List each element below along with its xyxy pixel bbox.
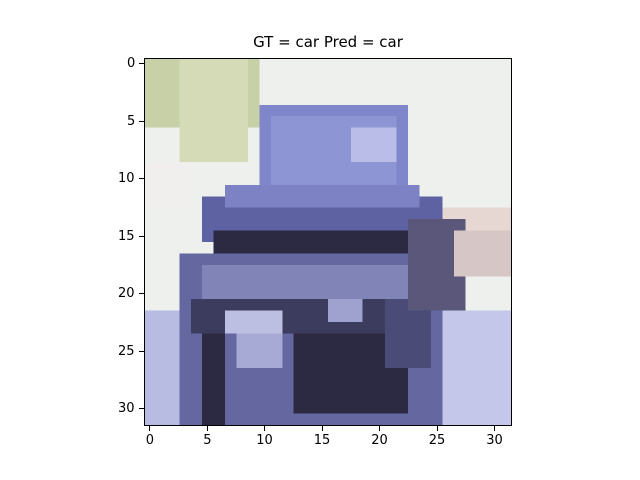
car-window-highlight xyxy=(350,127,397,162)
y-tick xyxy=(139,178,144,180)
y-tick xyxy=(139,408,144,410)
x-tick xyxy=(436,426,438,431)
x-tick-label: 0 xyxy=(145,433,155,448)
car-shadow xyxy=(202,333,226,425)
car-highlight xyxy=(225,310,283,334)
y-tick-label: 15 xyxy=(118,228,135,244)
x-tick xyxy=(149,426,151,431)
car-grille xyxy=(213,230,431,254)
y-tick-label: 0 xyxy=(127,56,136,72)
y-tick xyxy=(139,235,144,237)
y-tick xyxy=(139,63,144,65)
x-tick-label: 15 xyxy=(313,433,331,448)
car-hood xyxy=(225,184,420,208)
pixel-image xyxy=(145,59,511,425)
background-object xyxy=(453,230,511,277)
x-tick xyxy=(379,426,381,431)
x-tick xyxy=(206,426,208,431)
x-tick-label: 10 xyxy=(256,433,273,448)
y-tick-label: 5 xyxy=(127,113,136,129)
car-bumper xyxy=(202,264,420,300)
car-highlight xyxy=(236,333,283,368)
y-tick-label: 20 xyxy=(118,286,135,302)
x-tick-label: 30 xyxy=(486,433,503,448)
y-tick-label: 30 xyxy=(118,401,135,417)
x-tick-label: 5 xyxy=(203,433,212,448)
image-axes xyxy=(144,58,512,426)
background-patch xyxy=(145,161,191,208)
x-tick-label: 20 xyxy=(371,433,388,448)
y-tick xyxy=(139,293,144,295)
car-highlight xyxy=(328,299,363,323)
x-tick xyxy=(494,426,496,431)
y-tick xyxy=(139,350,144,352)
plot-title: GT = car Pred = car xyxy=(253,33,403,51)
y-tick-label: 25 xyxy=(118,343,135,359)
y-tick-label: 10 xyxy=(118,171,135,187)
y-tick xyxy=(139,120,144,122)
x-tick xyxy=(264,426,266,431)
x-tick xyxy=(321,426,323,431)
ground-area xyxy=(442,310,511,425)
foliage-patch xyxy=(179,59,248,162)
x-tick-label: 25 xyxy=(428,433,446,448)
